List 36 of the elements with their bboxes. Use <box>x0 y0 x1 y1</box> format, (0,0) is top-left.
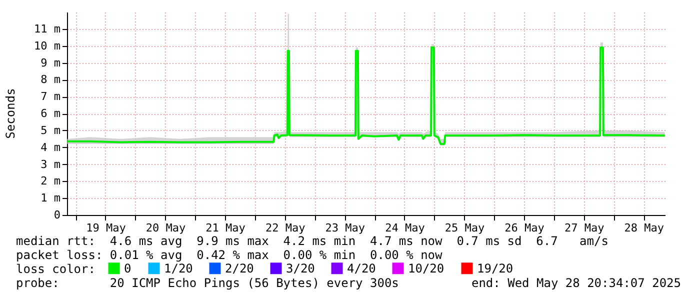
x-tick-label: 24 May <box>385 222 426 234</box>
x-tick-label: 19 May <box>86 222 126 234</box>
text: probe: 20 ICMP Echo Pings (56 Bytes) every 300s <box>16 276 399 290</box>
x-tick-label: 21 May <box>206 222 246 234</box>
y-tick-label: 11 m <box>34 22 61 36</box>
legend-label: 2/20 <box>225 261 254 276</box>
y-axis-title: Seconds <box>4 88 18 139</box>
legend-label: 10/20 <box>408 261 444 276</box>
y-tick-label: 9 m <box>40 56 61 70</box>
x-tick-label: 26 May <box>504 222 545 234</box>
legend-label: 1/20 <box>164 261 193 276</box>
x-tick-label: 27 May <box>564 222 605 234</box>
y-tick-label: 8 m <box>40 73 61 86</box>
y-tick-label: 6 m <box>40 107 61 120</box>
y-tick-label: 2 m <box>40 174 61 188</box>
text: end: Wed May 28 20:34:07 2025 <box>471 276 681 290</box>
x-tick-label: 28 May <box>624 222 664 234</box>
x-tick-label: 23 May <box>325 222 366 234</box>
text: median rtt: 4.6 ms avg 9.9 ms max 4.2 ms min 4.7 ms now 0.7 ms sd 6.7 am/s <box>16 234 608 248</box>
y-tick-label: 5 m <box>40 124 61 137</box>
y-tick-label: 3 m <box>40 158 61 171</box>
legend-label: 0 <box>124 261 132 276</box>
y-tick-label: 10 m <box>34 39 61 52</box>
x-tick-label: 20 May <box>146 222 186 234</box>
y-tick-label: 7 m <box>40 90 61 104</box>
y-tick-label: 4 m <box>40 140 61 154</box>
text: packet loss: 0.01 % avg 0.42 % max 0.00 % min 0.00 % now <box>16 248 444 262</box>
y-tick-label: 0 <box>54 208 60 222</box>
legend-title: loss color: <box>16 262 96 276</box>
x-tick-label: 25 May <box>444 222 485 234</box>
line-series <box>66 46 666 145</box>
x-tick-label: 22 May <box>265 222 306 234</box>
y-tick-label: 1 m <box>40 192 61 205</box>
legend-label: 4/20 <box>347 261 376 276</box>
legend-label: 3/20 <box>286 261 315 276</box>
legend-label: 19/20 <box>477 261 514 276</box>
